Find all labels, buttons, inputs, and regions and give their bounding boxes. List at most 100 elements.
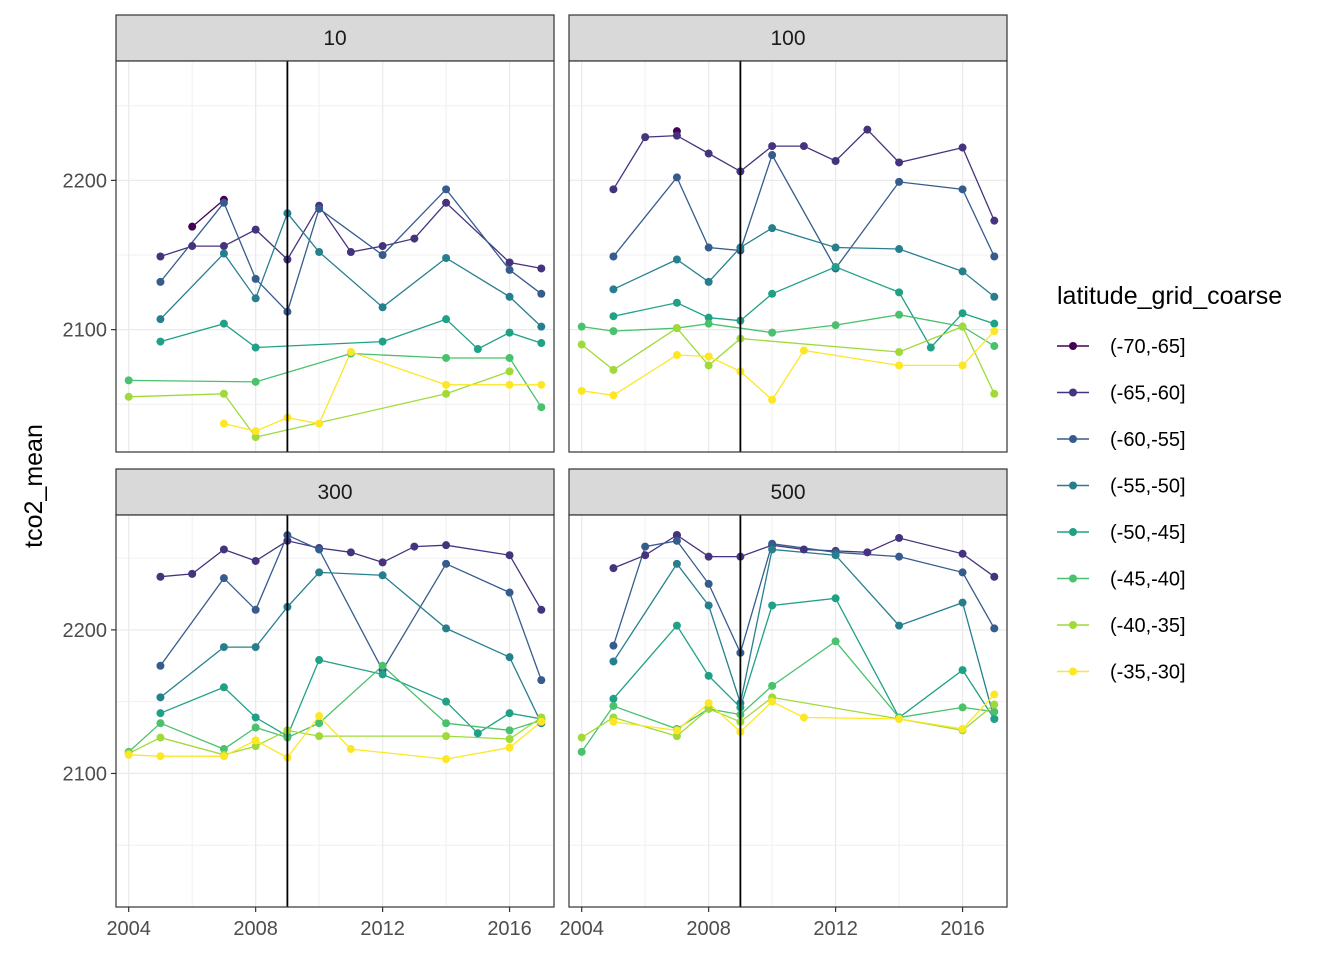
panel-background: [569, 515, 1007, 907]
data-point: [768, 151, 777, 160]
data-point: [799, 142, 808, 151]
data-point: [577, 747, 586, 756]
data-point: [990, 292, 999, 301]
data-point: [863, 125, 872, 134]
data-point: [537, 676, 546, 685]
data-point: [704, 243, 713, 252]
data-point: [672, 559, 681, 568]
data-point: [768, 545, 777, 554]
data-point: [156, 719, 165, 728]
data-point: [188, 242, 197, 251]
data-point: [156, 315, 165, 324]
legend-entry-label: (-40,-35]: [1110, 615, 1186, 637]
data-point: [251, 736, 260, 745]
data-point: [863, 548, 872, 557]
data-point: [442, 755, 451, 764]
data-point: [609, 641, 618, 650]
data-point: [609, 285, 618, 294]
data-point: [346, 548, 355, 557]
data-point: [378, 661, 387, 670]
data-point: [672, 324, 681, 333]
data-point: [346, 248, 355, 257]
legend-entry: (-50,-45]: [1057, 522, 1186, 544]
legend-entry-label: (-45,-40]: [1110, 569, 1186, 591]
panels: 10 2100 2200 100 300 2100 2200 2004 2008 2012 2016…: [63, 14, 1008, 940]
data-point: [958, 322, 967, 331]
data-point: [672, 350, 681, 359]
series-line: [612, 128, 995, 221]
data-point: [609, 312, 618, 321]
y-tick-label: 2100: [63, 320, 108, 342]
data-point: [704, 352, 713, 361]
data-point: [251, 556, 260, 565]
series-line: [160, 318, 542, 350]
data-point: [251, 294, 260, 303]
data-point: [505, 367, 514, 376]
legend-key-point: [1069, 435, 1077, 443]
data-point: [958, 143, 967, 152]
legend-key-point: [1069, 481, 1077, 490]
data-point: [577, 322, 586, 331]
data-point: [442, 380, 451, 389]
data-point: [505, 709, 514, 718]
data-point: [505, 743, 514, 752]
data-point: [378, 571, 387, 580]
data-point: [537, 605, 546, 614]
data-point: [442, 559, 451, 568]
data-point: [704, 704, 713, 713]
legend: latitude_grid_coarse (-70,-65] (-65,-60] (…: [1057, 282, 1282, 684]
facet-strip: [115, 14, 555, 62]
data-point: [990, 389, 999, 398]
legend-entry-label: (-35,-30]: [1110, 662, 1186, 684]
data-point: [609, 365, 618, 374]
data-point: [831, 243, 840, 252]
data-point: [958, 568, 967, 577]
data-point: [704, 277, 713, 286]
x-tick-label: 2008: [686, 918, 731, 940]
data-point: [641, 542, 650, 551]
data-point: [251, 742, 260, 751]
data-point: [895, 361, 904, 370]
facet-strip-label: 100: [770, 27, 805, 50]
legend-entry: (-60,-55]: [1057, 429, 1186, 451]
data-point: [473, 729, 482, 738]
data-point: [609, 701, 618, 710]
legend-title: latitude_grid_coarse: [1057, 282, 1282, 310]
data-point: [895, 533, 904, 542]
data-point: [505, 726, 514, 735]
data-point: [473, 345, 482, 354]
data-point: [537, 717, 546, 726]
series-line: [613, 534, 995, 578]
panel-border: [568, 514, 1008, 908]
data-point: [378, 670, 387, 679]
data-point: [219, 574, 228, 583]
data-point: [609, 564, 618, 573]
data-point: [188, 569, 197, 578]
data-point: [895, 621, 904, 630]
data-point: [672, 531, 681, 540]
data-point: [442, 353, 451, 362]
y-tick-label: 2200: [63, 620, 108, 642]
data-point: [990, 707, 999, 716]
data-point: [958, 361, 967, 370]
series-line: [581, 640, 995, 753]
data-point: [768, 601, 777, 610]
legend-key-point: [1069, 342, 1077, 350]
data-point: [442, 198, 451, 207]
data-point: [958, 309, 967, 318]
data-point: [704, 579, 713, 588]
data-point: [672, 536, 681, 545]
data-point: [704, 319, 713, 328]
series-line: [128, 715, 542, 760]
data-point: [895, 288, 904, 297]
data-point: [577, 386, 586, 395]
data-point: [799, 713, 808, 722]
data-point: [378, 337, 387, 346]
x-tick-label: 2004: [559, 918, 604, 940]
data-point: [442, 624, 451, 633]
data-point: [704, 149, 713, 158]
series-line: [223, 351, 542, 432]
data-point: [219, 249, 228, 258]
data-point: [442, 253, 451, 262]
legend-key-point: [1069, 574, 1077, 583]
